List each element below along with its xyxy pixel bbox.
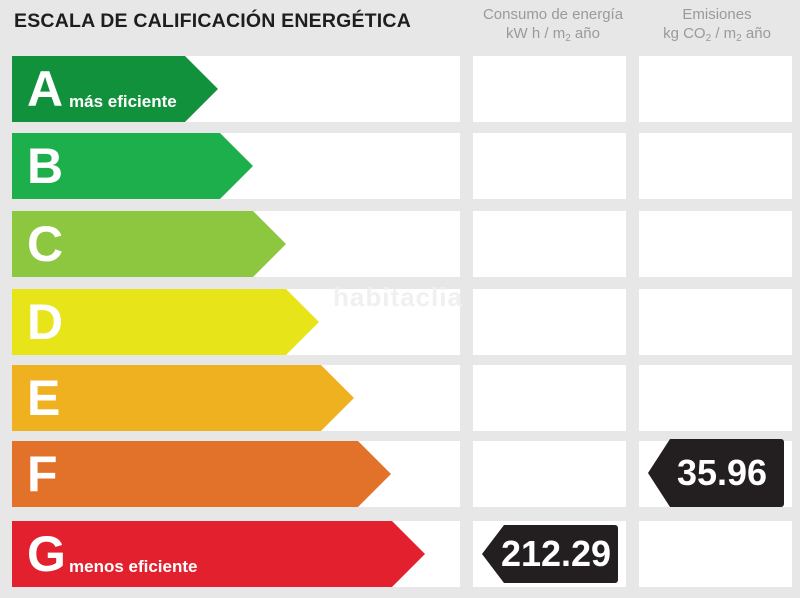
rating-row-b: B — [0, 133, 800, 199]
energy-cell — [473, 365, 626, 431]
rating-label: menos eficiente — [69, 557, 198, 576]
rating-letter: F — [27, 446, 58, 502]
energy-cell — [473, 56, 626, 122]
rating-row-c: C — [0, 211, 800, 277]
rating-row-f: F 35.96 — [0, 439, 800, 507]
rating-arrow-b: B — [12, 133, 253, 199]
rating-row-d: D — [0, 289, 800, 355]
emissions-cell — [639, 365, 792, 431]
emissions-cell — [639, 211, 792, 277]
energy-cell — [473, 133, 626, 199]
page-title: ESCALA DE CALIFICACIÓN ENERGÉTICA — [14, 10, 411, 32]
emissions-header-line1: Emisiones — [682, 6, 752, 23]
rating-letter: B — [27, 138, 64, 194]
energy-header-line1: Consumo de energía — [482, 6, 624, 23]
energy-column-header: Consumo de energía kW h / m2 año — [473, 5, 633, 48]
rating-arrow-e: E — [12, 365, 354, 431]
emissions-badge: 35.96 — [648, 439, 784, 507]
rating-label: más eficiente — [69, 92, 177, 111]
watermark-logo: habitaclia — [333, 282, 463, 312]
energy-cell — [473, 289, 626, 355]
emissions-column-header: Emisiones kg CO2 / m2 año — [638, 5, 796, 48]
rating-letter: D — [27, 294, 64, 350]
rating-arrow-f: F — [12, 441, 391, 507]
energy-cell — [473, 441, 626, 507]
rating-letter: G — [27, 526, 66, 582]
energy-cell — [473, 211, 626, 277]
rating-arrow-c: C — [12, 211, 286, 277]
emissions-cell — [639, 289, 792, 355]
rating-letter: A — [27, 61, 64, 117]
energy-header-line2: kW h / m2 año — [506, 25, 600, 44]
energy-consumption-badge: 212.29 — [482, 525, 618, 583]
rating-letter: C — [27, 216, 64, 272]
rating-letter: E — [27, 370, 61, 426]
emissions-cell — [639, 56, 792, 122]
rating-arrow-d: D — [12, 289, 319, 355]
rating-row-e: E — [0, 365, 800, 431]
emissions-header-line2: kg CO2 / m2 año — [663, 25, 771, 44]
emissions-cell — [639, 133, 792, 199]
emissions-cell — [639, 521, 792, 587]
